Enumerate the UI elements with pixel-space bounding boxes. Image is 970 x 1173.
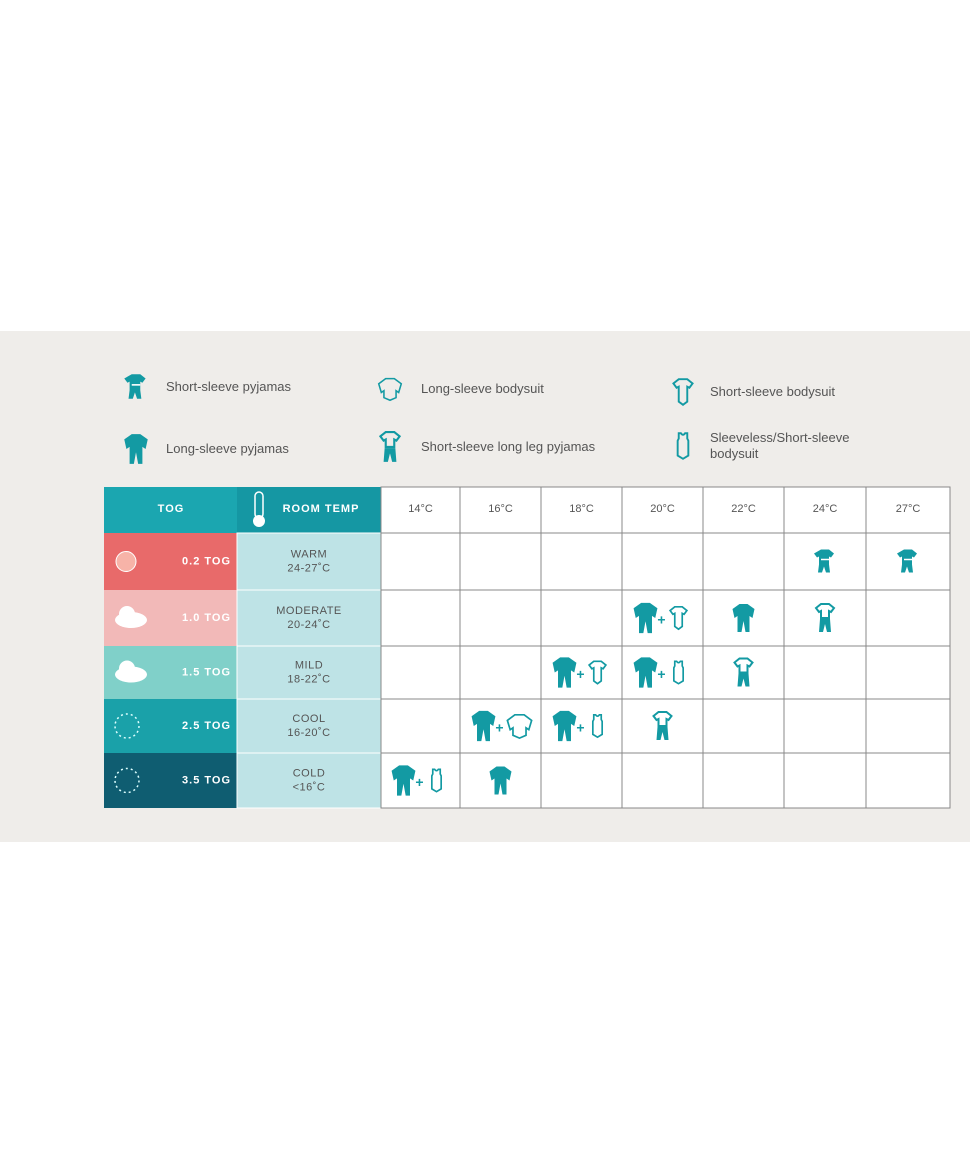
grid-cell: [783, 752, 867, 809]
grid-cell: [380, 532, 461, 591]
plus-sign: +: [657, 666, 665, 682]
temp-header: 14°C: [408, 503, 433, 515]
tog-label: 0.2 TOG: [182, 555, 231, 567]
tog-label: 1.5 TOG: [182, 666, 231, 678]
clothing-icon: [123, 373, 147, 400]
temp-cell: [236, 698, 382, 754]
weather-icon: [114, 767, 140, 794]
temp-name: COLD: [293, 767, 326, 779]
weather-icon: [119, 606, 135, 622]
grid-cell: [380, 645, 461, 700]
grid-cell: [540, 532, 623, 591]
grid-cell: [380, 752, 461, 809]
grid-cell: [459, 698, 542, 754]
grid-cell: [380, 589, 461, 647]
temp-header: 27°C: [896, 503, 921, 515]
clothing-icon: [672, 378, 694, 406]
temp-cell: [236, 532, 382, 591]
grid-cell: [621, 752, 704, 809]
tog-cell: [104, 753, 237, 808]
grid-cell: [540, 589, 623, 647]
plus-sign: +: [657, 612, 665, 628]
grid-cell: [702, 752, 785, 809]
grid-cell: [702, 698, 785, 754]
temp-range: 24-27˚C: [287, 562, 330, 574]
header-label: ROOM TEMP: [283, 503, 360, 515]
temp-header: 20°C: [650, 503, 675, 515]
grid-cell: [783, 486, 867, 534]
temp-header: 22°C: [731, 503, 756, 515]
grid-cell: [459, 645, 542, 700]
grid-cell: [865, 752, 951, 809]
legend-label: Long-sleeve pyjamas: [166, 441, 289, 456]
temp-cell: [236, 752, 382, 809]
weather-icon: [115, 551, 137, 572]
grid-cell: [621, 532, 704, 591]
tog-label: 2.5 TOG: [182, 720, 231, 732]
weather-icon: [114, 713, 140, 739]
grid-cell: [540, 698, 623, 754]
grid-cell: [702, 532, 785, 591]
grid-cell: [380, 698, 461, 754]
temp-range: <16˚C: [293, 781, 326, 793]
grid-cell: [621, 589, 704, 647]
legend-label: Sleeveless/Short-sleeve bodysuit: [710, 430, 850, 461]
clothing-icon: [377, 377, 403, 402]
temp-range: 18-22˚C: [287, 673, 330, 685]
grid-cell: [783, 698, 867, 754]
tog-label: 1.0 TOG: [182, 612, 231, 624]
tog-cell: [104, 699, 237, 753]
clothing-icon: [379, 431, 401, 463]
clothing-icon: [124, 434, 148, 464]
plus-sign: +: [576, 666, 584, 682]
legend-label: Short-sleeve long leg pyjamas: [421, 439, 596, 454]
legend-label: Short-sleeve bodysuit: [710, 384, 836, 399]
header-cell: [104, 487, 237, 533]
temp-range: 20-24˚C: [287, 619, 330, 631]
tog-label: 3.5 TOG: [182, 774, 231, 786]
clothing-icon: [676, 432, 690, 460]
plus-sign: +: [495, 720, 503, 736]
temp-header: 18°C: [569, 503, 594, 515]
grid-cell: [865, 645, 951, 700]
plus-sign: +: [415, 774, 423, 790]
grid-cell: [459, 532, 542, 591]
temp-name: COOL: [292, 713, 325, 725]
temp-header: 24°C: [813, 503, 838, 515]
header-label: TOG: [158, 503, 185, 515]
legend-label: Short-sleeve pyjamas: [166, 379, 291, 394]
grid-cell: [865, 486, 951, 534]
grid-cell: [865, 698, 951, 754]
weather-icon: [119, 660, 135, 677]
grid-cell: [702, 486, 785, 534]
grid-cell: [459, 589, 542, 647]
thermometer-icon: [253, 515, 265, 527]
temp-range: 16-20˚C: [287, 727, 330, 739]
grid-cell: [621, 486, 704, 534]
temp-name: MODERATE: [276, 605, 342, 617]
temp-name: WARM: [291, 548, 327, 560]
grid-cell: [865, 589, 951, 647]
legend-label: Long-sleeve bodysuit: [421, 381, 544, 396]
temp-cell: [236, 589, 382, 647]
grid-cell: [540, 486, 623, 534]
temp-name: MILD: [295, 659, 323, 671]
grid-cell: [783, 645, 867, 700]
temp-header: 16°C: [488, 503, 513, 515]
plus-sign: +: [576, 720, 584, 736]
grid-cell: [540, 752, 623, 809]
